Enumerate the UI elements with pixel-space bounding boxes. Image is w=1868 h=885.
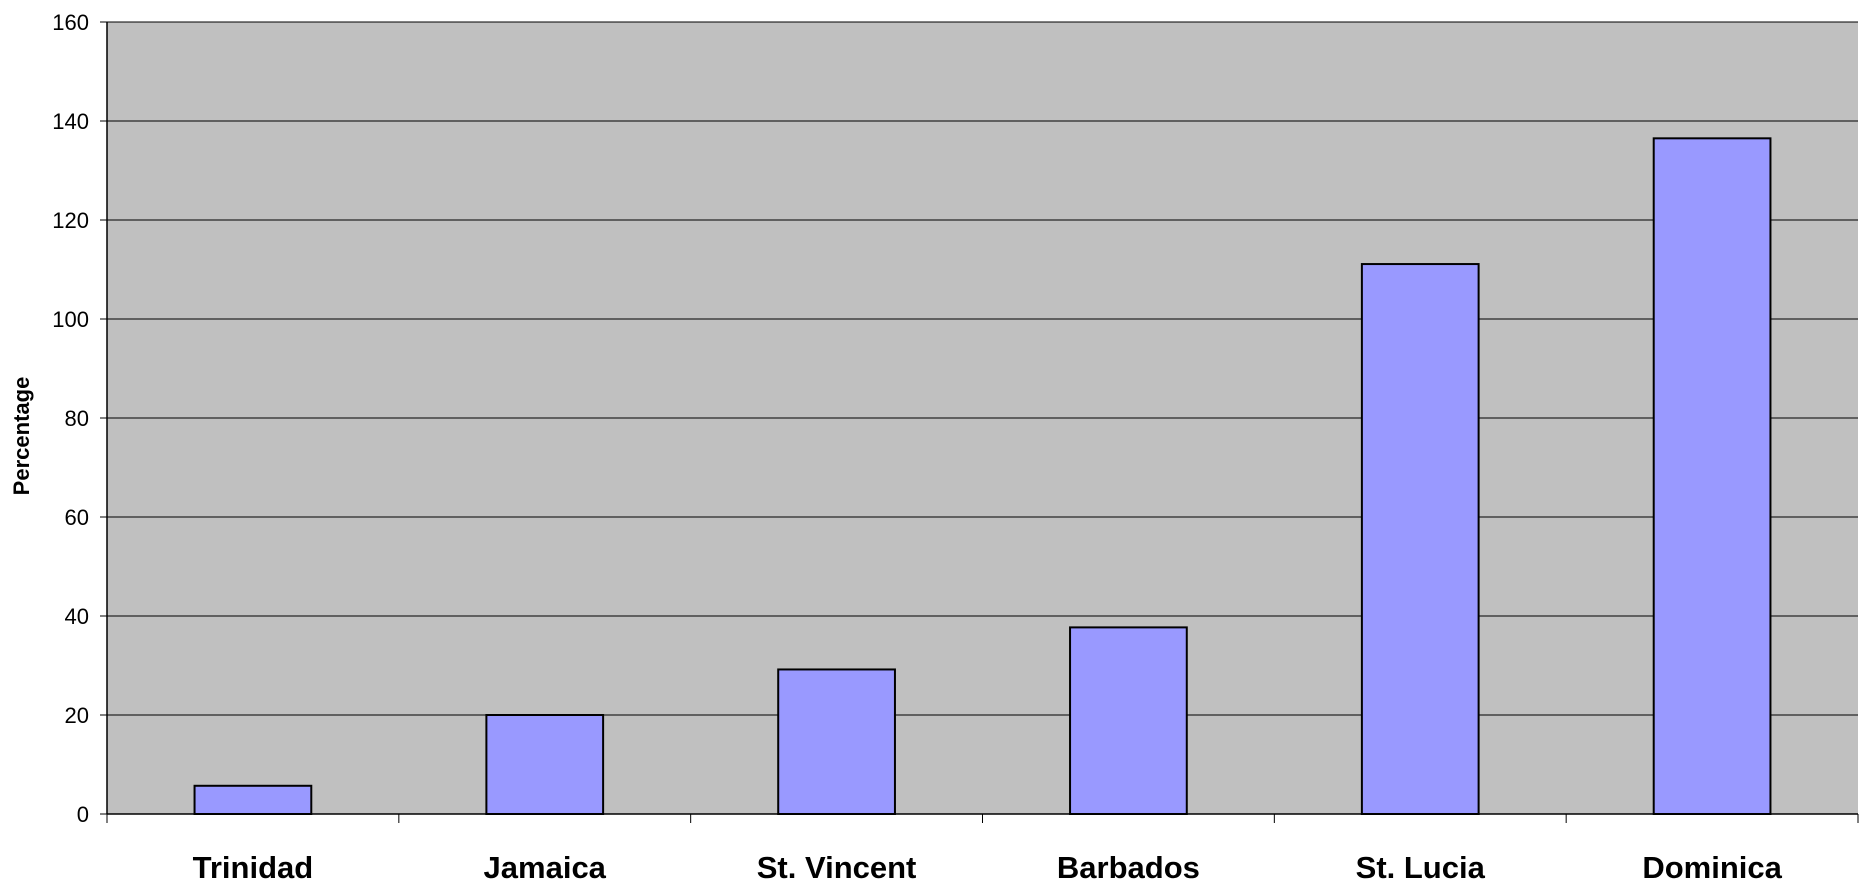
bar-trinidad: [193, 784, 313, 815]
y-tick-label: 100: [52, 307, 89, 332]
y-tick-label: 80: [65, 406, 89, 431]
y-axis-title: Percentage: [9, 377, 34, 496]
y-tick-label: 40: [65, 604, 89, 629]
bar-st-lucia: [1360, 263, 1480, 815]
bars: [193, 137, 1772, 816]
y-tick-label: 20: [65, 703, 89, 728]
x-axis: Trinidad Jamaica St. Vincent Barbados St. Lu…: [106, 813, 1859, 885]
gridlines: [107, 21, 1858, 716]
x-tick-label: St. Lucia: [1356, 850, 1486, 885]
y-tick-label: 160: [52, 10, 89, 35]
x-tick-label: St. Vincent: [757, 850, 917, 885]
x-tick-label: Barbados: [1057, 850, 1200, 885]
y-tick-label: 0: [77, 802, 89, 827]
y-axis: 0 20 40 60 80 100 120 140 160: [52, 10, 108, 827]
bar-st-vincent: [777, 668, 896, 816]
x-tick-label: Jamaica: [484, 850, 607, 885]
x-tick-label: Trinidad: [193, 850, 314, 885]
bar-jamaica: [485, 714, 605, 815]
bar-barbados: [1069, 626, 1188, 816]
x-tick-label: Dominica: [1642, 850, 1782, 885]
y-tick-label: 140: [52, 109, 89, 134]
y-tick-label: 60: [65, 505, 89, 530]
y-tick-label: 120: [52, 208, 89, 233]
bar-dominica: [1652, 137, 1772, 815]
